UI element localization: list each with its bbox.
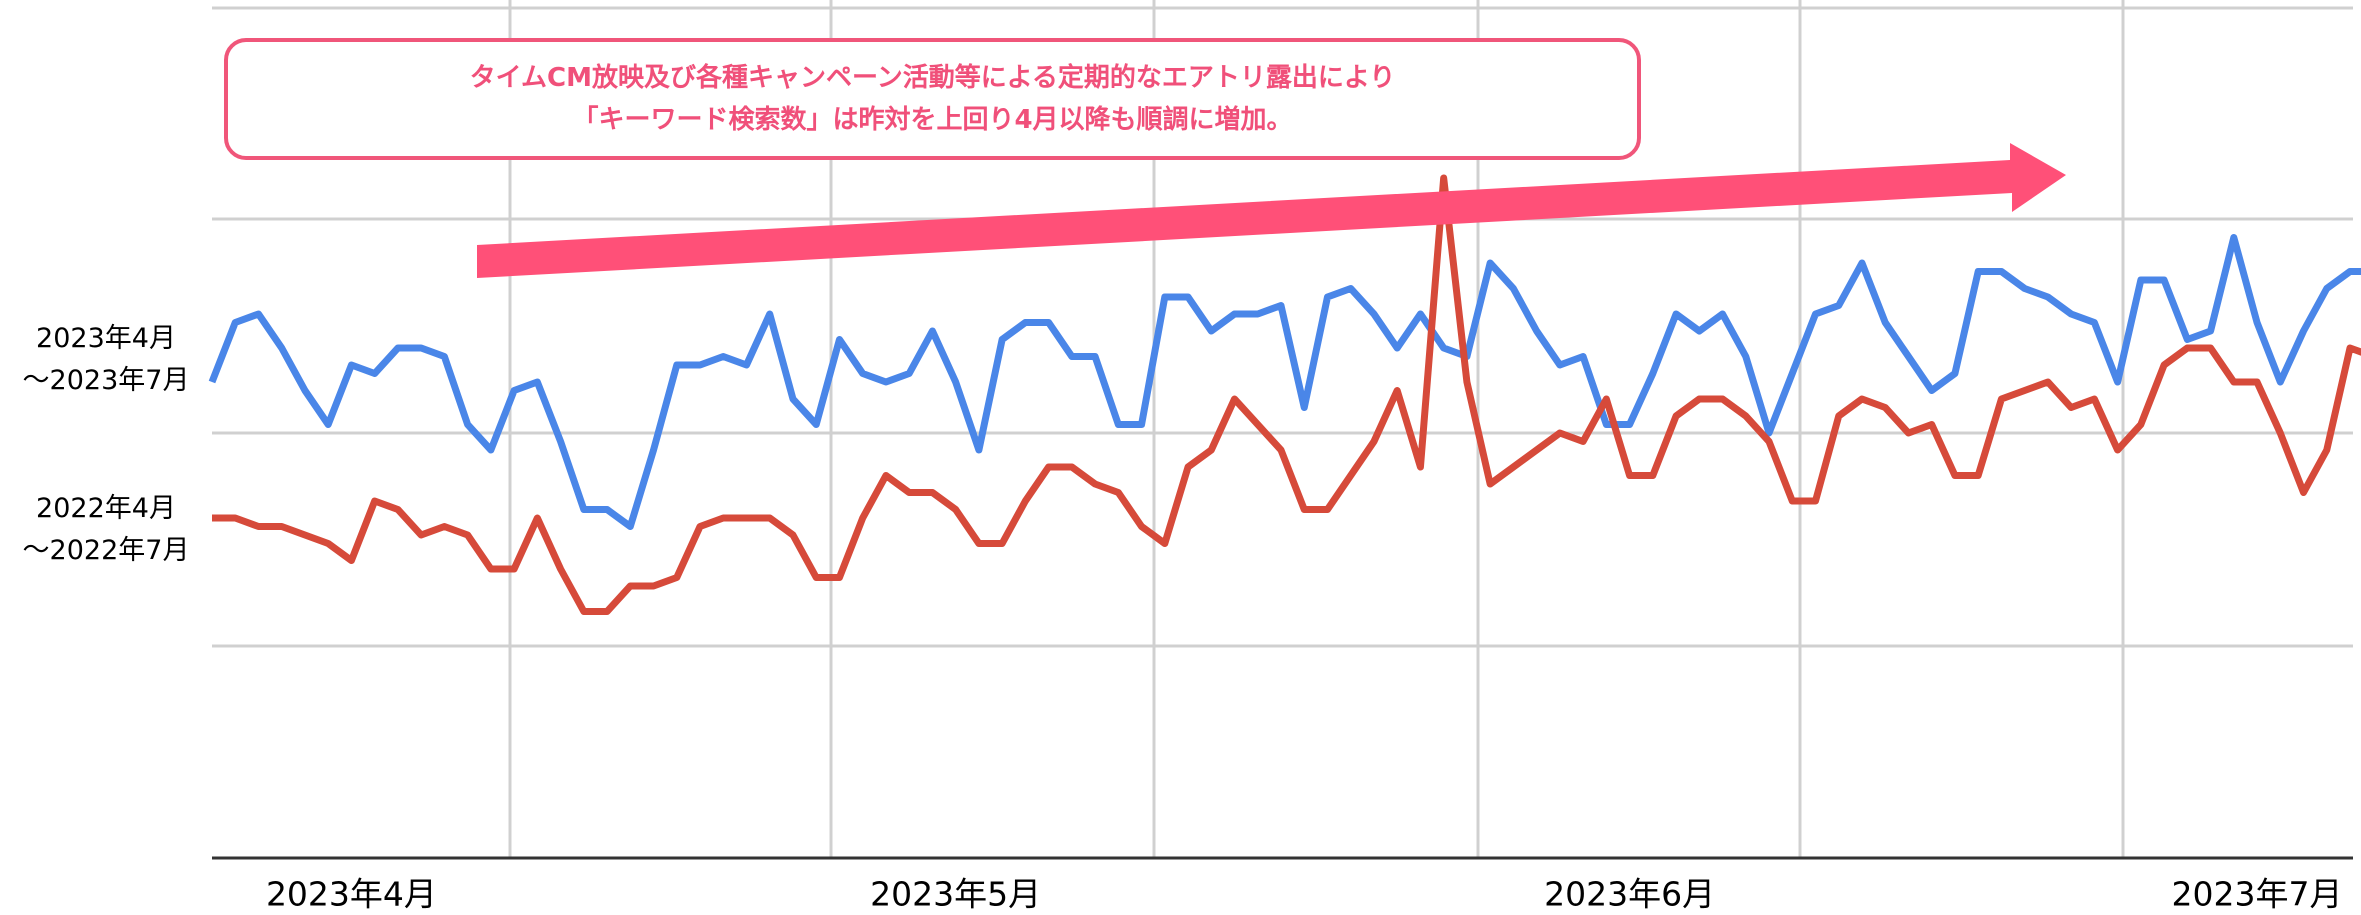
x-tick-label: 2023年6月 <box>1544 875 1715 914</box>
series-label: 2023年4月 ～2023年7月 <box>22 323 190 396</box>
annotation: タイムCM放映及び各種キャンペーン活動等による定期的なエアトリ露出により 「キー… <box>224 38 1641 160</box>
series-line <box>208 234 2361 530</box>
x-tick-label: 2023年7月 <box>2172 875 2343 914</box>
x-tick-label: 2023年5月 <box>870 875 1041 914</box>
series-label: 2022年4月 ～2022年7月 <box>22 493 190 566</box>
series-line <box>212 174 2361 615</box>
trend-arrow <box>477 143 2066 278</box>
x-tick-label: 2023年4月 <box>266 875 437 914</box>
